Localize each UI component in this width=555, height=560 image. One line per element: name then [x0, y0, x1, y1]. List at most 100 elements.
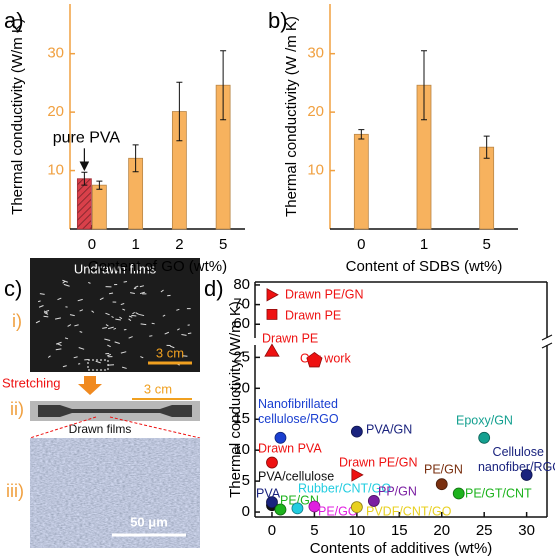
speck [43, 310, 48, 314]
speck [120, 303, 125, 306]
point-label: PP/GN [378, 484, 417, 498]
selection-box [87, 359, 109, 371]
y-tick-label: 10 [47, 162, 64, 179]
speck [57, 297, 62, 301]
step-label: i) [12, 311, 22, 331]
error-bar [81, 171, 88, 186]
speck [62, 279, 68, 283]
point-label: Drawn PE/GN [285, 287, 364, 301]
x-tick-label: 5 [219, 236, 227, 253]
point [266, 496, 278, 509]
point-label: Drawn PVA [258, 441, 322, 455]
scale-label: 3 cm [156, 345, 184, 360]
x-axis-title: Content of SDBS (wt%) [346, 258, 503, 275]
speck [77, 298, 83, 302]
point-label: PVA [256, 486, 281, 500]
scale-label: 3 cm [144, 381, 172, 396]
point-label: Drawn PE [285, 308, 341, 322]
y-axis-title: Thermal conductivity (W/m K) [9, 18, 26, 215]
speck [78, 363, 81, 365]
speck [134, 285, 139, 289]
speck [181, 333, 187, 336]
error-bar [483, 135, 490, 159]
y-tick-label: 10 [233, 441, 250, 458]
zoom-line [109, 416, 201, 439]
speck [121, 366, 127, 369]
speck [162, 314, 166, 317]
x-tick-label: 30 [518, 522, 535, 539]
x-tick-label: 2 [175, 236, 183, 253]
speck [149, 335, 153, 337]
point-label: PVA/cellulose [258, 469, 334, 483]
speck [133, 287, 137, 290]
bar [91, 184, 107, 230]
speck [43, 315, 49, 318]
x-tick-label: 1 [131, 236, 139, 253]
speck [88, 281, 91, 284]
speck [176, 308, 180, 311]
x-tick-label: 5 [310, 522, 318, 539]
speck [73, 356, 78, 359]
error-bar [421, 50, 427, 121]
speck [67, 324, 72, 327]
speck [91, 310, 95, 313]
point-label: PE/GN [424, 462, 463, 476]
photo-caption: Drawn films [69, 422, 132, 436]
speck [107, 344, 111, 348]
speck [62, 280, 66, 284]
speck [114, 341, 120, 344]
speck [78, 346, 85, 350]
point [274, 503, 287, 516]
speck [38, 305, 44, 308]
point-label: Drawn PE/GN [339, 455, 418, 469]
y-tick-label: 20 [233, 379, 250, 396]
speck [109, 292, 114, 295]
y-tick-label: 25 [233, 348, 250, 365]
speck [160, 289, 164, 293]
x-tick-label: 10 [349, 522, 366, 539]
x-axis-title: Contents of additives (wt%) [310, 540, 493, 557]
speck [140, 323, 147, 326]
speck [120, 351, 127, 354]
speck [187, 332, 192, 335]
speck [128, 336, 133, 339]
speck [132, 311, 136, 315]
error-bar [96, 180, 103, 190]
point-label: Epoxy/GN [456, 413, 513, 427]
y-axis-title: Thermal conductivity (W /m K) [283, 16, 300, 217]
speck [69, 314, 75, 317]
speck [43, 312, 49, 315]
y-tick-label: 30 [307, 45, 324, 62]
error-bar [132, 144, 139, 173]
speck [105, 312, 110, 316]
speck [35, 320, 41, 324]
speck [140, 356, 144, 359]
point-label: Drawn PE [262, 331, 318, 345]
step-label: ii) [10, 399, 24, 419]
y-tick-label: 60 [233, 315, 250, 332]
speck [138, 313, 145, 317]
y-tick-label: 80 [233, 276, 250, 293]
point [291, 502, 304, 515]
point [306, 351, 323, 368]
process-label: Stretching [2, 375, 61, 390]
speck [79, 309, 84, 312]
point [274, 431, 287, 444]
speck [105, 324, 109, 327]
y-tick-label: 5 [242, 472, 250, 489]
point-label: PE/GO [318, 504, 358, 518]
panel-label: b) [268, 8, 288, 33]
speck [64, 337, 69, 340]
point [478, 431, 491, 444]
speck [139, 291, 145, 295]
photo-undrawn [30, 258, 200, 372]
speck [104, 338, 111, 341]
speck [177, 328, 180, 331]
error-bar [176, 81, 183, 142]
speck [119, 316, 123, 320]
panel-label: c) [4, 276, 22, 301]
speck [39, 293, 45, 295]
speck [37, 300, 41, 303]
speck [128, 318, 132, 322]
point-label: PVA/GN [366, 422, 412, 436]
